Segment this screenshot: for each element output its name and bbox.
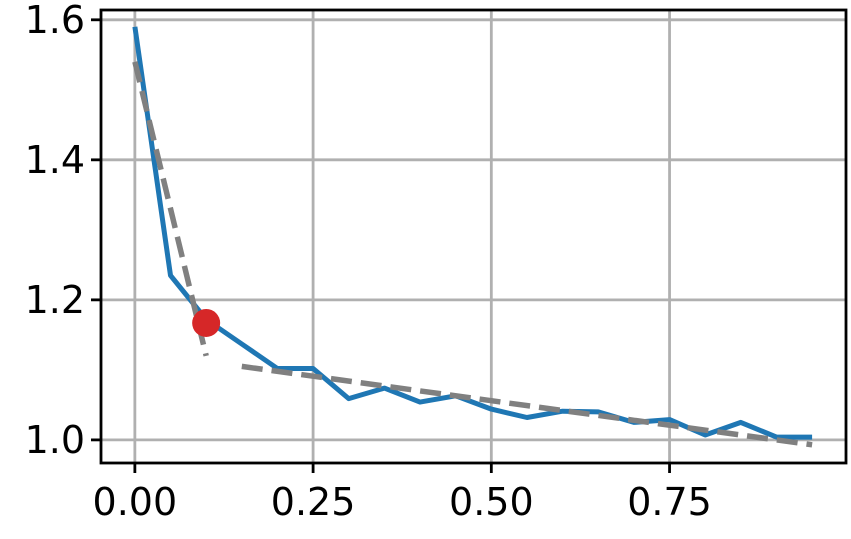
trend-line-2 <box>241 363 813 448</box>
y-tick-label: 1.0 <box>25 418 85 462</box>
highlight-point <box>192 308 221 337</box>
x-tick-label: 0.25 <box>271 480 356 524</box>
trend-line-1 <box>132 61 209 357</box>
x-tick-label: 0.50 <box>449 480 534 524</box>
x-tick-label: 0.75 <box>627 480 712 524</box>
y-tick-label: 1.2 <box>25 278 85 322</box>
data-series <box>132 26 813 448</box>
axis-ticks: 0.00 0.25 0.50 0.75 1.0 1.2 1.4 1.6 <box>25 0 712 524</box>
grid-lines <box>101 10 846 463</box>
y-tick-label: 1.4 <box>25 138 85 182</box>
plot-frame <box>99 8 848 465</box>
y-tick-label: 1.6 <box>25 0 85 42</box>
data-line <box>132 26 813 440</box>
x-tick-label: 0.00 <box>93 480 178 524</box>
